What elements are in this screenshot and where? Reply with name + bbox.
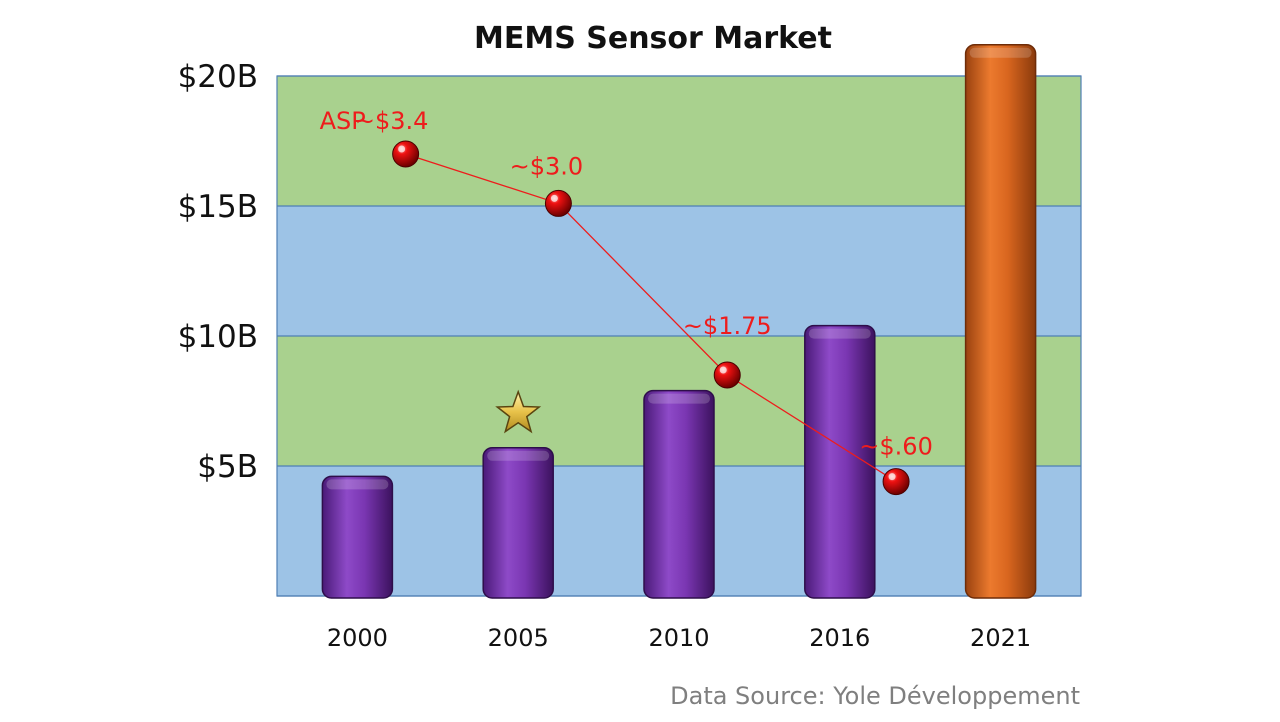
x-axis-ticks: 2000 2005 2010 2016 2021 — [327, 624, 1031, 652]
asp-line — [405, 153, 897, 483]
y-tick-label: $10B — [178, 319, 258, 355]
bar-sheen — [648, 393, 710, 404]
bar — [321, 475, 394, 599]
x-tick-label: 2021 — [970, 624, 1031, 652]
asp-point — [392, 140, 420, 168]
x-tick-label: 2010 — [648, 624, 709, 652]
asp-point-glint — [719, 366, 727, 374]
asp-point — [882, 468, 910, 496]
y-tick-label: $20B — [178, 59, 258, 95]
plot-band — [277, 206, 1081, 336]
bar — [482, 447, 554, 599]
asp-point-glint — [398, 145, 406, 153]
y-tick-label: $15B — [178, 189, 258, 225]
bar-sheen — [326, 479, 389, 490]
asp-prefix-label: ASP — [320, 107, 366, 135]
asp-point — [544, 189, 572, 217]
y-tick-label: $5B — [197, 449, 258, 485]
asp-point-glint — [888, 473, 896, 481]
asp-point-glint — [550, 194, 558, 202]
y-axis-ticks: $5B $10B $15B $20B — [178, 59, 258, 485]
x-tick-label: 2000 — [327, 624, 388, 652]
asp-series: ~$3.4 ~$3.0 ~$1.75 ~$.60 ASP — [320, 107, 933, 496]
bar-sheen — [487, 450, 550, 461]
bar — [643, 389, 715, 599]
bar-highlight — [964, 44, 1037, 599]
asp-point — [713, 361, 741, 389]
x-tick-label: 2005 — [488, 624, 549, 652]
asp-label: ~$3.4 — [355, 107, 429, 135]
bar-sheen — [808, 328, 871, 339]
star-icon — [495, 389, 542, 434]
x-tick-label: 2016 — [809, 624, 870, 652]
bar-sheen — [969, 47, 1032, 58]
data-source-note: Data Source: Yole Développement — [670, 682, 1080, 710]
plot-band — [277, 76, 1081, 206]
asp-label: ~$3.0 — [510, 152, 584, 180]
bar — [804, 324, 876, 599]
chart-title: MEMS Sensor Market — [474, 21, 832, 56]
asp-label: ~$1.75 — [683, 312, 772, 340]
asp-label: ~$.60 — [859, 433, 933, 461]
bar-group — [321, 44, 1037, 599]
